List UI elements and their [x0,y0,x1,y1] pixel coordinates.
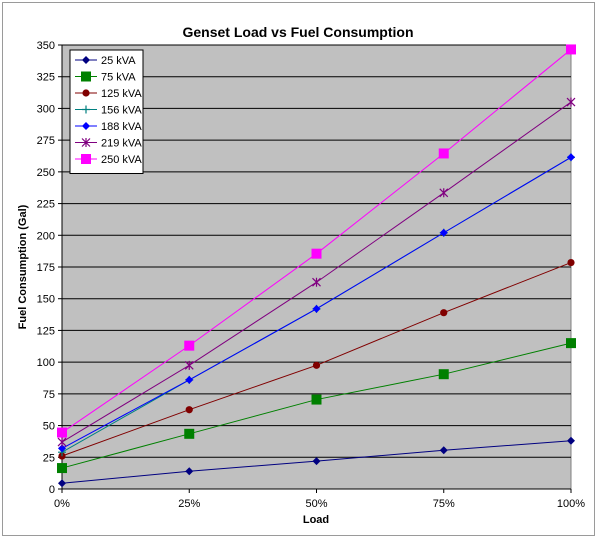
legend-label: 25 kVA [101,55,136,67]
legend-item: 188 kVA [75,121,142,133]
legend-label: 75 kVA [101,72,136,84]
y-tick-label: 300 [37,103,55,115]
legend-label: 219 kVA [101,138,142,150]
data-point [184,360,194,370]
data-point [566,44,576,55]
data-point [184,428,195,439]
y-tick-label: 200 [37,230,55,242]
x-tick-label: 100% [557,498,585,510]
chart-title: Genset Load vs Fuel Consumption [182,24,413,40]
x-tick-label: 0% [54,498,70,510]
y-axis-ticks: 0 25 50 75 100 125 150 175 200 225 250 275 300 325 350 [37,40,62,496]
data-point [440,309,448,317]
data-point [185,406,193,414]
legend-box [69,49,144,174]
y-tick-label: 250 [37,167,55,179]
data-point [438,369,449,380]
series-group [57,44,576,488]
data-point [566,97,576,107]
y-tick-label: 125 [37,325,55,337]
data-point [185,375,194,384]
data-point [58,444,66,453]
legend-item: 250 kVA [75,154,142,166]
data-point [567,258,575,267]
y-tick-label: 150 [37,294,55,306]
legend-marker [82,89,90,97]
data-point [185,467,194,476]
x-tick-label: 50% [305,498,327,510]
y-tick-label: 275 [37,135,55,147]
data-point [57,437,67,447]
y-tick-label: 50 [43,421,55,433]
data-point [312,277,321,287]
data-point [57,427,67,438]
x-axis-ticks: 0% 25% 50% 75% 100% [54,489,585,510]
data-point [439,188,449,198]
data-point [312,304,321,313]
data-point [312,361,321,369]
series-219-kva [57,97,576,447]
legend-item: 125 kVA [75,88,142,100]
y-tick-label: 325 [37,72,55,84]
legend-marker [82,105,90,114]
y-tick-label: 0 [49,484,55,496]
series-75-kva [57,338,576,474]
legend-label: 156 kVA [101,105,142,117]
data-point [566,338,576,349]
y-axis-title: Fuel Consumption (Gal) [17,204,29,329]
gridlines [61,44,571,490]
legend-label: 250 kVA [101,154,142,166]
y-tick-label: 25 [43,452,55,464]
data-point [438,148,449,159]
y-tick-label: 175 [37,262,55,274]
series-188-kva [58,153,575,453]
data-point [58,479,66,488]
series-25-kva [58,436,575,488]
data-point [311,394,322,405]
legend-label: 125 kVA [101,88,142,100]
legend-item: 219 kVA [75,138,142,150]
legend-item: 156 kVA [75,105,142,117]
data-point [567,153,575,162]
legend-label: 188 kVA [101,121,142,133]
y-tick-label: 100 [37,357,55,369]
legend-marker [81,138,91,147]
legend-marker [82,56,90,64]
legend-item: 75 kVA [75,71,136,84]
data-point [439,228,448,237]
legend-marker [81,71,91,82]
x-tick-label: 75% [433,498,455,510]
legend-marker [82,122,90,130]
data-point [567,436,575,445]
data-point [439,446,448,455]
legend: 25 kVA 75 kVA 125 kVA 156 kVA 188 kVA 219 kVA… [69,49,144,174]
x-axis-title: Load [303,514,329,526]
data-point [184,340,195,351]
y-tick-label: 350 [37,40,55,52]
series-125-kva [58,258,575,460]
y-tick-label: 75 [43,389,55,401]
series-250-kva [57,44,576,438]
x-tick-label: 25% [178,498,200,510]
legend-marker [81,154,91,164]
data-point [57,463,67,474]
data-point [311,248,322,259]
data-point [312,457,321,466]
legend-item: 25 kVA [75,55,136,67]
y-tick-label: 225 [37,199,55,211]
